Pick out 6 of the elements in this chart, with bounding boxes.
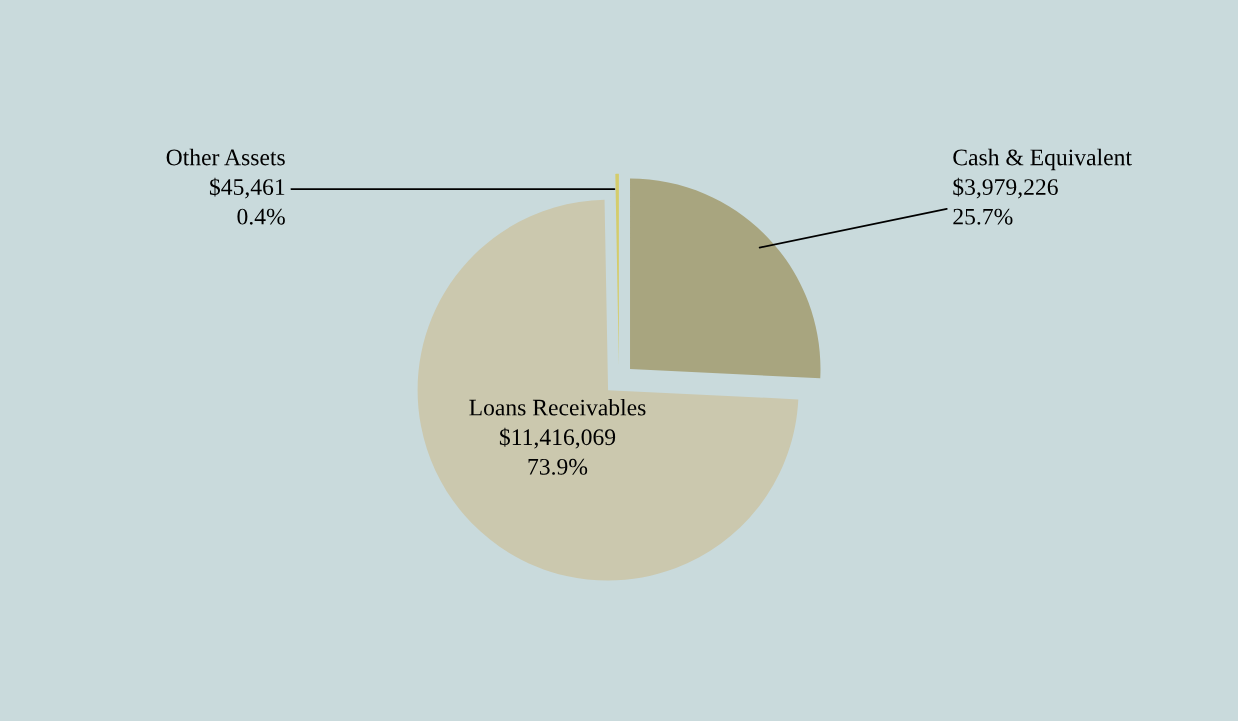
data-label: $45,461 0.4% [209, 177, 285, 225]
slice-label: Cash & Equivalent [953, 148, 1132, 171]
slice-label: Loans Receivables [469, 398, 646, 416]
slice-label: Other Assets [166, 148, 285, 166]
data-label: $3,979,226 25.7% [953, 177, 1058, 225]
data-label: $11,416,069 73.9% [499, 427, 616, 475]
